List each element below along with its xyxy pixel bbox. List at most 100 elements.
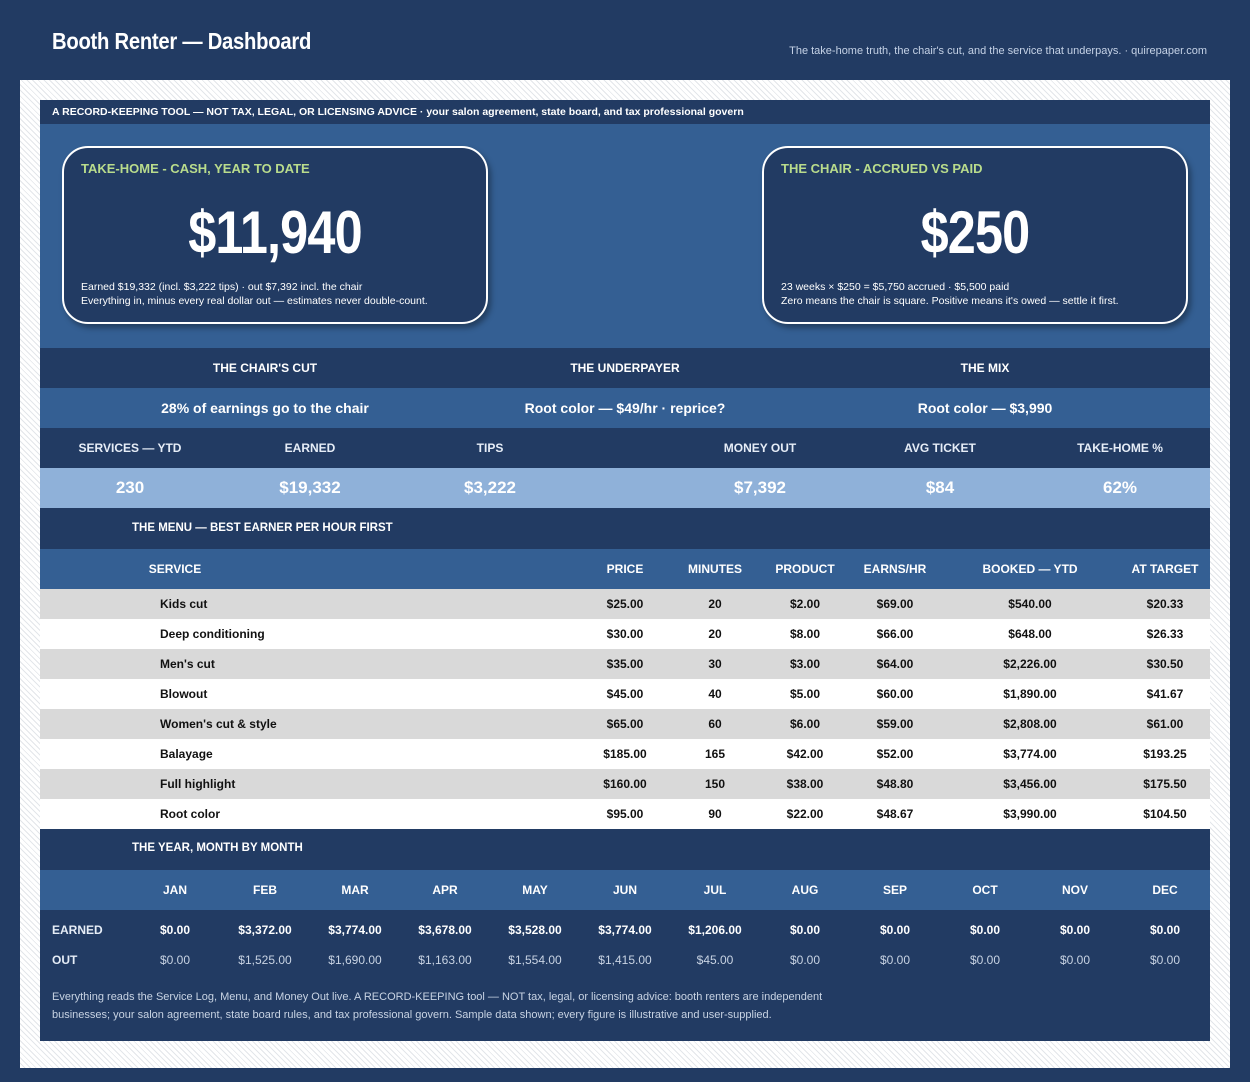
kpi-value-services: 230: [115, 478, 145, 497]
menu-earns-hr: $69.00: [876, 597, 914, 611]
menu-product: $8.00: [789, 627, 821, 641]
menu-booked: $1,890.00: [1003, 687, 1057, 701]
menu-minutes: 90: [708, 807, 722, 821]
month-out: $0.00: [1059, 953, 1091, 967]
month-out: $1,163.00: [418, 953, 472, 967]
menu-earns-hr: $59.00: [876, 717, 914, 731]
month-earned: $0.00: [789, 923, 821, 937]
year-out-row: OUT $0.00 $1,525.00 $1,690.00 $1,163.00 …: [40, 945, 1210, 975]
highlight-header-underpayer: THE UNDERPAYER: [570, 361, 680, 375]
menu-price: $25.00: [606, 597, 644, 611]
menu-earns-hr: $64.00: [876, 657, 914, 671]
menu-product: $42.00: [786, 747, 824, 761]
menu-price: $30.00: [606, 627, 644, 641]
menu-col-at-target: AT TARGET: [1131, 562, 1199, 576]
menu-at-target: $26.33: [1146, 627, 1184, 641]
menu-service-name: Root color: [160, 807, 220, 821]
app-title: Booth Renter — Dashboard: [52, 28, 312, 54]
month-earned: $0.00: [1059, 923, 1091, 937]
menu-service-name: Men's cut: [160, 657, 215, 671]
menu-earns-hr: $66.00: [876, 627, 914, 641]
menu-earns-hr: $60.00: [876, 687, 914, 701]
menu-product: $5.00: [789, 687, 821, 701]
highlight-values: 28% of earnings go to the chair Root col…: [40, 388, 1210, 428]
menu-booked: $3,774.00: [1003, 747, 1057, 761]
menu-booked: $540.00: [1008, 597, 1052, 611]
take-home-note-line2: Everything in, minus every real dollar o…: [81, 295, 428, 307]
month-out: $0.00: [969, 953, 1001, 967]
month-earned: $0.00: [879, 923, 911, 937]
month-out: $0.00: [159, 953, 191, 967]
menu-booked: $3,456.00: [1003, 777, 1057, 791]
month-header: NOV: [1061, 883, 1088, 897]
kpi-value-earned: $19,332: [279, 478, 341, 497]
menu-col-minutes: MINUTES: [688, 562, 742, 576]
menu-product: $38.00: [786, 777, 824, 791]
menu-minutes: 30: [708, 657, 722, 671]
top-bar: Booth Renter — Dashboard The take-home t…: [0, 0, 1250, 80]
menu-col-booked-ytd: BOOKED — YTD: [982, 562, 1078, 576]
month-header: JUL: [703, 883, 727, 897]
kpi-header-services: SERVICES — YTD: [78, 441, 182, 455]
highlight-value-underpayer: Root color — $49/hr · reprice?: [524, 400, 726, 416]
month-earned: $3,774.00: [598, 923, 652, 937]
month-header: MAY: [522, 883, 548, 897]
menu-minutes: 20: [708, 597, 722, 611]
highlight-header-mix: THE MIX: [960, 361, 1010, 375]
menu-table-header: SERVICE PRICE MINUTES PRODUCT EARNS/HR B…: [40, 549, 1210, 589]
month-header: AUG: [791, 883, 819, 897]
highlight-header-chairs-cut: THE CHAIR'S CUT: [212, 361, 318, 375]
month-out: $0.00: [879, 953, 911, 967]
take-home-value: $11,940: [188, 199, 362, 266]
month-earned: $0.00: [969, 923, 1001, 937]
chair-value: $250: [920, 199, 1031, 266]
highlight-value-chairs-cut: 28% of earnings go to the chair: [161, 400, 369, 416]
kpi-headers: SERVICES — YTD EARNED TIPS MONEY OUT AVG…: [40, 428, 1210, 468]
month-earned: $0.00: [1149, 923, 1181, 937]
kpi-value-take-home-pct: 62%: [1102, 478, 1138, 497]
take-home-label: TAKE-HOME - CASH, YEAR TO DATE: [81, 161, 310, 176]
table-row: Deep conditioning $30.00 20 $8.00 $66.00…: [40, 619, 1210, 649]
menu-service-name: Blowout: [160, 687, 208, 701]
kpi-header-avg-ticket: AVG TICKET: [904, 441, 976, 455]
menu-service-name: Deep conditioning: [160, 627, 265, 641]
kpi-header-tips: TIPS: [476, 441, 504, 455]
menu-at-target: $193.25: [1143, 747, 1187, 761]
table-row: Blowout $45.00 40 $5.00 $60.00 $1,890.00…: [40, 679, 1210, 709]
kpi-value-money-out: $7,392: [734, 478, 786, 497]
menu-col-earns-hr: EARNS/HR: [863, 562, 927, 576]
chair-card: THE CHAIR - ACCRUED VS PAID $250 23 week…: [762, 146, 1188, 324]
month-header: MAR: [341, 883, 369, 897]
month-header: FEB: [253, 883, 277, 897]
menu-price: $160.00: [603, 777, 647, 791]
table-row: Women's cut & style $65.00 60 $6.00 $59.…: [40, 709, 1210, 739]
month-header: DEC: [1152, 883, 1178, 897]
take-home-card: TAKE-HOME - CASH, YEAR TO DATE $11,940 E…: [62, 146, 488, 324]
earned-row-label: EARNED: [52, 923, 103, 937]
table-row: Balayage $185.00 165 $42.00 $52.00 $3,77…: [40, 739, 1210, 769]
menu-product: $22.00: [786, 807, 824, 821]
menu-booked: $2,226.00: [1003, 657, 1057, 671]
menu-earns-hr: $48.67: [876, 807, 914, 821]
menu-minutes: 165: [704, 747, 726, 761]
table-row: Kids cut $25.00 20 $2.00 $69.00 $540.00 …: [40, 589, 1210, 619]
menu-col-product: PRODUCT: [775, 562, 835, 576]
menu-minutes: 40: [708, 687, 722, 701]
menu-price: $45.00: [606, 687, 644, 701]
menu-col-price: PRICE: [606, 562, 644, 576]
menu-col-service: SERVICE: [148, 562, 202, 576]
menu-minutes: 60: [708, 717, 722, 731]
month-out: $1,415.00: [598, 953, 652, 967]
out-row-label: OUT: [52, 953, 78, 967]
month-out: $0.00: [789, 953, 821, 967]
take-home-note: Earned $19,332 (incl. $3,222 tips) · out…: [81, 280, 428, 308]
table-row: Root color $95.00 90 $22.00 $48.67 $3,99…: [40, 799, 1210, 829]
chair-note-line2: Zero means the chair is square. Positive…: [781, 295, 1119, 307]
menu-table-body: Kids cut $25.00 20 $2.00 $69.00 $540.00 …: [40, 589, 1210, 829]
kpi-value-tips: $3,222: [464, 478, 516, 497]
menu-product: $2.00: [789, 597, 821, 611]
menu-product: $6.00: [789, 717, 821, 731]
menu-price: $65.00: [606, 717, 644, 731]
menu-service-name: Full highlight: [160, 777, 236, 791]
menu-service-name: Women's cut & style: [160, 717, 277, 731]
